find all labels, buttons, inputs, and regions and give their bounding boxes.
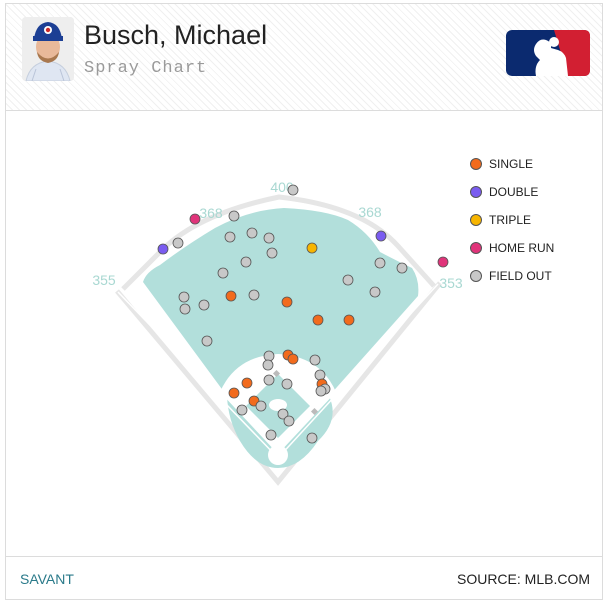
source-label: SOURCE: MLB.COM (456, 571, 590, 587)
legend-item-single: SINGLE (470, 150, 554, 178)
player-headshot-icon (22, 17, 74, 81)
mlb-logo-icon (506, 30, 590, 76)
batted-ball-point-field-out[interactable] (255, 400, 267, 412)
player-avatar (22, 17, 74, 81)
chart-header: Busch, Michael Spray Chart (6, 4, 602, 111)
outfield-grass (143, 208, 419, 468)
batted-ball-point-field-out[interactable] (265, 429, 277, 441)
legend-item-home-run: HOME RUN (470, 234, 554, 262)
legend-label: SINGLE (489, 157, 534, 171)
legend-label: HOME RUN (489, 241, 555, 255)
batted-ball-point-double[interactable] (157, 243, 169, 255)
batted-ball-point-field-out[interactable] (315, 385, 327, 397)
distance-left-field: 355 (92, 272, 116, 288)
chart-subtitle: Spray Chart (84, 59, 208, 78)
distance-right-field: 353 (439, 275, 463, 291)
batted-ball-point-field-out[interactable] (263, 232, 275, 244)
legend-label: TRIPLE (489, 213, 532, 227)
legend-dot (470, 214, 482, 226)
chart-legend: SINGLE DOUBLE TRIPLE HOME RUN FIELD OUT (470, 150, 554, 290)
batted-ball-point-triple[interactable] (306, 242, 318, 254)
batted-ball-point-field-out[interactable] (266, 247, 278, 259)
batted-ball-point-field-out[interactable] (287, 184, 299, 196)
batted-ball-point-field-out[interactable] (172, 237, 184, 249)
batted-ball-points (157, 184, 449, 444)
batted-ball-point-single[interactable] (228, 387, 240, 399)
batted-ball-point-field-out[interactable] (201, 335, 213, 347)
batted-ball-point-double[interactable] (375, 230, 387, 242)
batted-ball-point-single[interactable] (281, 296, 293, 308)
second-base (272, 369, 281, 378)
batted-ball-point-field-out[interactable] (246, 227, 258, 239)
batted-ball-point-field-out[interactable] (281, 378, 293, 390)
legend-item-field-out: FIELD OUT (470, 262, 554, 290)
pitchers-mound (269, 399, 287, 411)
chart-footer: SAVANT SOURCE: MLB.COM (6, 556, 602, 600)
third-base-line (117, 291, 279, 459)
batted-ball-point-field-out[interactable] (262, 359, 274, 371)
batted-ball-point-field-out[interactable] (263, 374, 275, 386)
batted-ball-point-field-out[interactable] (240, 256, 252, 268)
home-plate-area (268, 445, 288, 465)
first-base (310, 407, 319, 416)
batted-ball-point-field-out[interactable] (277, 408, 289, 420)
batted-ball-point-field-out[interactable] (306, 432, 318, 444)
batted-ball-point-field-out[interactable] (369, 286, 381, 298)
legend-dot (470, 158, 482, 170)
legend-item-double: DOUBLE (470, 178, 554, 206)
legend-item-triple: TRIPLE (470, 206, 554, 234)
batted-ball-point-field-out[interactable] (263, 350, 275, 362)
outer-foul-lines (115, 281, 442, 486)
batted-ball-point-field-out[interactable] (342, 274, 354, 286)
batted-ball-point-field-out[interactable] (374, 257, 386, 269)
legend-dot (470, 186, 482, 198)
first-base-line (277, 283, 439, 459)
legend-label: FIELD OUT (489, 269, 552, 283)
batted-ball-point-field-out[interactable] (224, 231, 236, 243)
batted-ball-point-field-out[interactable] (309, 354, 321, 366)
batted-ball-point-field-out[interactable] (236, 404, 248, 416)
batted-ball-point-field-out[interactable] (248, 289, 260, 301)
batted-ball-point-single[interactable] (287, 353, 299, 365)
spray-chart-card: Busch, Michael Spray Chart SAVANT SOURCE… (5, 3, 603, 600)
batted-ball-point-home-run[interactable] (437, 256, 449, 268)
distance-right-center: 368 (358, 204, 382, 220)
batted-ball-point-field-out[interactable] (217, 267, 229, 279)
batted-ball-point-single[interactable] (343, 314, 355, 326)
batted-ball-point-field-out[interactable] (198, 299, 210, 311)
batted-ball-point-field-out[interactable] (178, 291, 190, 303)
batted-ball-point-home-run[interactable] (189, 213, 201, 225)
batted-ball-point-single[interactable] (225, 290, 237, 302)
batted-ball-point-field-out[interactable] (283, 415, 295, 427)
batted-ball-point-single[interactable] (312, 314, 324, 326)
legend-dot (470, 270, 482, 282)
batted-ball-point-field-out[interactable] (314, 369, 326, 381)
legend-dot (470, 242, 482, 254)
legend-label: DOUBLE (489, 185, 539, 199)
batted-ball-point-field-out[interactable] (396, 262, 408, 274)
distance-left-center: 368 (199, 205, 223, 221)
savant-link[interactable]: SAVANT (20, 571, 74, 587)
player-name: Busch, Michael (84, 20, 268, 50)
batted-ball-point-field-out[interactable] (179, 303, 191, 315)
outfield-warning-track (121, 194, 436, 291)
batted-ball-point-single[interactable] (241, 377, 253, 389)
batted-ball-point-field-out[interactable] (228, 210, 240, 222)
